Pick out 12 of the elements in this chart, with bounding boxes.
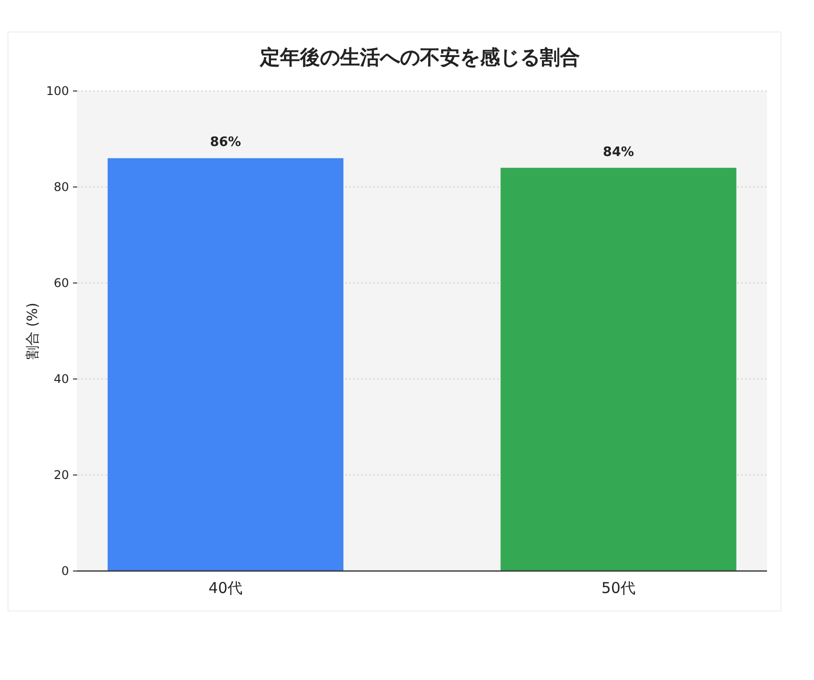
y-tick-label: 80 — [54, 180, 69, 194]
y-tick-label: 60 — [54, 276, 69, 290]
x-tick-label: 40代 — [208, 579, 243, 597]
data-label: 84% — [602, 144, 634, 160]
y-tick-label: 0 — [61, 564, 69, 578]
y-axis-title: 割合 (%) — [25, 302, 41, 360]
y-tick-label: 40 — [54, 372, 69, 386]
y-tick-label: 100 — [46, 84, 69, 98]
y-tick-label: 20 — [54, 468, 69, 482]
x-tick-label: 50代 — [601, 579, 636, 597]
chart-title: 定年後の生活への不安を感じる割合 — [259, 45, 580, 69]
data-label: 86% — [210, 135, 242, 150]
